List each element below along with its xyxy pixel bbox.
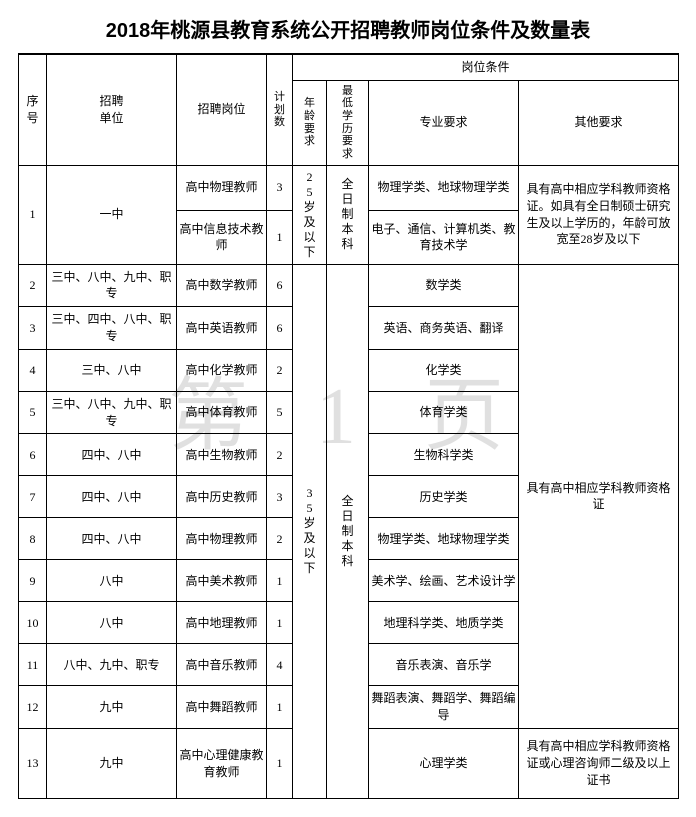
cell-edu: 全日制本科 <box>327 264 369 798</box>
cell-plan: 1 <box>267 211 293 265</box>
cell-seq: 11 <box>19 644 47 686</box>
cell-other: 具有高中相应学科教师资格证或心理咨询师二级及以上证书 <box>519 729 679 799</box>
cell-seq: 8 <box>19 518 47 560</box>
cell-major: 音乐表演、音乐学 <box>369 644 519 686</box>
cell-seq: 4 <box>19 349 47 391</box>
cell-plan: 3 <box>267 165 293 210</box>
cell-seq: 2 <box>19 264 47 307</box>
cell-major: 心理学类 <box>369 729 519 799</box>
cell-other: 具有高中相应学科教师资格证。如具有全日制硕士研究生及以上学历的，年龄可放宽至28… <box>519 165 679 264</box>
cell-major: 舞蹈表演、舞蹈学、舞蹈编导 <box>369 686 519 729</box>
cell-plan: 1 <box>267 686 293 729</box>
cell-age: 35岁及以下 <box>293 264 327 798</box>
cell-seq: 13 <box>19 729 47 799</box>
cell-plan: 1 <box>267 602 293 644</box>
table-row: 2 三中、八中、九中、职专 高中数学教师 6 35岁及以下 全日制本科 数学类 … <box>19 264 679 307</box>
cell-age: 25岁及以下 <box>293 165 327 264</box>
cell-seq: 6 <box>19 434 47 476</box>
cell-seq: 3 <box>19 307 47 350</box>
cell-unit: 八中 <box>47 560 177 602</box>
cell-unit: 八中、九中、职专 <box>47 644 177 686</box>
cell-major: 物理学类、地球物理学类 <box>369 165 519 210</box>
cell-plan: 5 <box>267 391 293 434</box>
cell-major: 美术学、绘画、艺术设计学 <box>369 560 519 602</box>
cell-position: 高中心理健康教育教师 <box>177 729 267 799</box>
page-title: 2018年桃源县教育系统公开招聘教师岗位条件及数量表 <box>18 8 678 53</box>
cell-position: 高中生物教师 <box>177 434 267 476</box>
cell-position: 高中化学教师 <box>177 349 267 391</box>
cell-position: 高中美术教师 <box>177 560 267 602</box>
cell-edu: 全日制本科 <box>327 165 369 264</box>
cell-unit: 八中 <box>47 602 177 644</box>
cell-position: 高中舞蹈教师 <box>177 686 267 729</box>
cell-plan: 1 <box>267 560 293 602</box>
cell-unit: 四中、八中 <box>47 476 177 518</box>
cell-unit: 三中、八中 <box>47 349 177 391</box>
cell-plan: 1 <box>267 729 293 799</box>
cell-major: 体育学类 <box>369 391 519 434</box>
cell-unit: 三中、八中、九中、职专 <box>47 264 177 307</box>
cell-position: 高中历史教师 <box>177 476 267 518</box>
cell-unit: 一中 <box>47 165 177 264</box>
th-major: 专业要求 <box>369 80 519 165</box>
cell-major: 英语、商务英语、翻译 <box>369 307 519 350</box>
cell-seq: 9 <box>19 560 47 602</box>
cell-plan: 4 <box>267 644 293 686</box>
cell-major: 物理学类、地球物理学类 <box>369 518 519 560</box>
cell-plan: 6 <box>267 264 293 307</box>
cell-other: 具有高中相应学科教师资格证 <box>519 264 679 728</box>
cell-major: 地理科学类、地质学类 <box>369 602 519 644</box>
cell-position: 高中英语教师 <box>177 307 267 350</box>
cell-position: 高中体育教师 <box>177 391 267 434</box>
th-position: 招聘岗位 <box>177 54 267 165</box>
cell-seq: 10 <box>19 602 47 644</box>
cell-unit: 四中、八中 <box>47 518 177 560</box>
cell-unit: 三中、八中、九中、职专 <box>47 391 177 434</box>
th-seq: 序号 <box>19 54 47 165</box>
cell-plan: 6 <box>267 307 293 350</box>
cell-unit: 九中 <box>47 686 177 729</box>
cell-position: 高中数学教师 <box>177 264 267 307</box>
header-row-1: 序号 招聘单位 招聘岗位 计划数 岗位条件 <box>19 54 679 80</box>
cell-position: 高中地理教师 <box>177 602 267 644</box>
recruitment-table: 序号 招聘单位 招聘岗位 计划数 岗位条件 年龄要求 最低学历要求 专业要求 其… <box>18 53 679 799</box>
th-age: 年龄要求 <box>293 80 327 165</box>
th-edu: 最低学历要求 <box>327 80 369 165</box>
cell-major: 电子、通信、计算机类、教育技术学 <box>369 211 519 265</box>
th-other: 其他要求 <box>519 80 679 165</box>
table-row: 1 一中 高中物理教师 3 25岁及以下 全日制本科 物理学类、地球物理学类 具… <box>19 165 679 210</box>
cell-unit: 四中、八中 <box>47 434 177 476</box>
cell-position: 高中信息技术教师 <box>177 211 267 265</box>
th-plan: 计划数 <box>267 54 293 165</box>
cell-seq: 1 <box>19 165 47 264</box>
cell-unit: 三中、四中、八中、职专 <box>47 307 177 350</box>
cell-plan: 2 <box>267 349 293 391</box>
cell-seq: 5 <box>19 391 47 434</box>
cell-seq: 7 <box>19 476 47 518</box>
cell-plan: 3 <box>267 476 293 518</box>
cell-position: 高中音乐教师 <box>177 644 267 686</box>
cell-major: 历史学类 <box>369 476 519 518</box>
cell-plan: 2 <box>267 518 293 560</box>
th-cond-group: 岗位条件 <box>293 54 679 80</box>
cell-position: 高中物理教师 <box>177 518 267 560</box>
cell-unit: 九中 <box>47 729 177 799</box>
cell-plan: 2 <box>267 434 293 476</box>
cell-position: 高中物理教师 <box>177 165 267 210</box>
cell-major: 化学类 <box>369 349 519 391</box>
cell-major: 数学类 <box>369 264 519 307</box>
cell-major: 生物科学类 <box>369 434 519 476</box>
cell-seq: 12 <box>19 686 47 729</box>
th-unit: 招聘单位 <box>47 54 177 165</box>
